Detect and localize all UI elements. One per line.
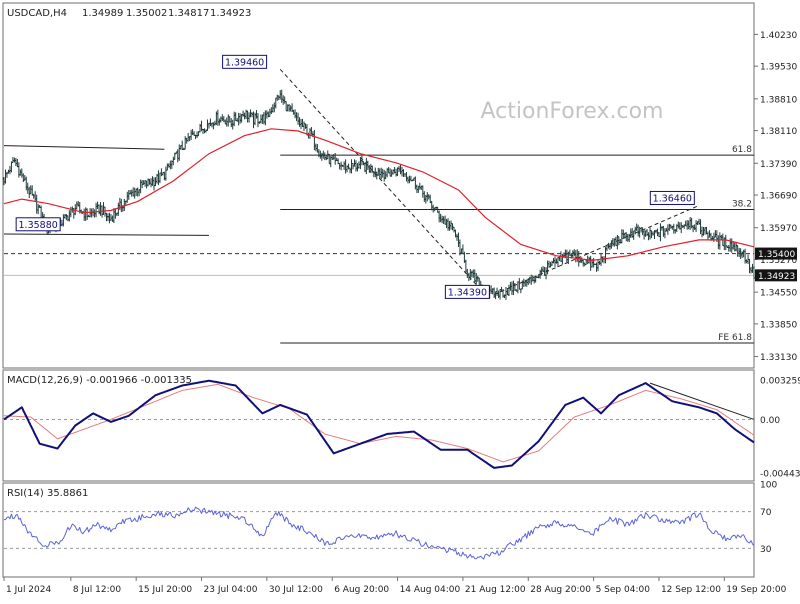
rsi-tick-label: 70 xyxy=(760,508,772,518)
price-tick-label: 1.36690 xyxy=(760,192,797,202)
price-label-text: 1.35880 xyxy=(19,220,58,231)
level-price-tag xyxy=(755,247,797,260)
price-panel-frame xyxy=(2,2,755,369)
price-tick-label: 1.38110 xyxy=(760,127,797,137)
macd-tick-label: -0.004439 xyxy=(760,470,800,480)
price-tick-label: 1.40230 xyxy=(760,31,797,41)
price-label-box xyxy=(444,284,490,299)
rsi-title: RSI(14) 35.8861 xyxy=(7,488,88,499)
rsi-panel-frame xyxy=(2,482,755,578)
price-tick-label: 1.33130 xyxy=(760,353,797,363)
rsi-panel: 100 70 30 xyxy=(4,481,777,560)
price-tick-label: 1.39530 xyxy=(760,63,797,73)
price-tick-label: 1.35970 xyxy=(760,224,797,234)
time-tick-label: 15 Jul 20:00 xyxy=(138,585,192,595)
price-panel: 1.40230 1.39530 1.38810 1.38110 1.37390 1.366… xyxy=(2,31,797,363)
macd-signal-line xyxy=(4,383,755,463)
time-tick-label: 23 Jul 04:00 xyxy=(204,585,258,595)
price-tick-label: 1.37390 xyxy=(760,160,797,170)
fib-level-label: FE 61.8 xyxy=(718,333,752,343)
price-label-text: 1.34390 xyxy=(448,287,487,298)
trendline xyxy=(3,145,165,150)
trendline xyxy=(3,233,209,236)
price-tick-label: 1.38810 xyxy=(760,95,797,105)
price-label-box xyxy=(15,217,61,232)
watermark: ActionForex.com xyxy=(481,99,664,124)
ohlc-high: 1.35002 xyxy=(126,8,167,19)
macd-main-line xyxy=(3,379,755,469)
price-tick-label: 1.34550 xyxy=(760,289,797,299)
time-tick-label: 1 Jul 2024 xyxy=(6,585,51,595)
rsi-tick-label: 100 xyxy=(760,481,777,491)
macd-title: MACD(12,26,9) -0.001966 -0.001335 xyxy=(7,375,192,386)
time-tick-label: 21 Aug 12:00 xyxy=(465,585,526,595)
symbol-timeframe: USDCAD,H4 xyxy=(7,8,67,19)
price-label-text: 1.36460 xyxy=(653,193,692,204)
time-tick-label: 12 Sep 12:00 xyxy=(661,585,721,595)
macd-panel-frame xyxy=(2,369,755,482)
time-tick-label: 6 Aug 20:00 xyxy=(334,585,389,595)
fib-level-label: 38.2 xyxy=(732,200,752,210)
ohlc-close: 1.34923 xyxy=(210,8,251,19)
macd-tick-label: 0.00 xyxy=(760,416,780,426)
time-tick-label: 5 Sep 04:00 xyxy=(596,585,651,595)
ohlc-low: 1.34817 xyxy=(168,8,209,19)
time-tick-label: 30 Jul 12:00 xyxy=(269,585,323,595)
rsi-tick-label: 30 xyxy=(760,545,772,555)
ohlc-open: 1.34989 xyxy=(82,8,123,19)
moving-average-line xyxy=(3,128,755,262)
symbol-header: USDCAD,H4 1.34989 1.35002 1.34817 1.3492… xyxy=(7,8,251,19)
macd-panel: 0.003259 0.00 -0.004439 xyxy=(3,376,800,480)
time-tick-label: 28 Aug 20:00 xyxy=(530,585,591,595)
time-tick-label: 8 Jul 12:00 xyxy=(73,585,122,595)
rsi-line xyxy=(4,506,755,560)
price-tick-label: 1.35270 xyxy=(760,256,797,266)
macd-trendline xyxy=(649,382,755,420)
time-axis: 1 Jul 2024 8 Jul 12:00 15 Jul 20:00 23 Jul … xyxy=(3,577,787,595)
time-tick-label: 19 Sep 20:00 xyxy=(726,585,786,595)
time-tick-label: 14 Aug 04:00 xyxy=(400,585,461,595)
current-price-tag xyxy=(755,269,797,282)
fib-level-label: 61.8 xyxy=(732,145,752,155)
dashed-trendline xyxy=(279,69,486,295)
price-tick-label: 1.33850 xyxy=(760,320,797,330)
price-tag-label: 1.34923 xyxy=(758,272,795,282)
price-label-text: 1.39460 xyxy=(225,57,264,68)
macd-tick-label: 0.003259 xyxy=(760,376,800,386)
price-label-box xyxy=(649,190,695,205)
price-tag-label: 1.35400 xyxy=(758,250,795,260)
price-label-box xyxy=(222,54,268,69)
